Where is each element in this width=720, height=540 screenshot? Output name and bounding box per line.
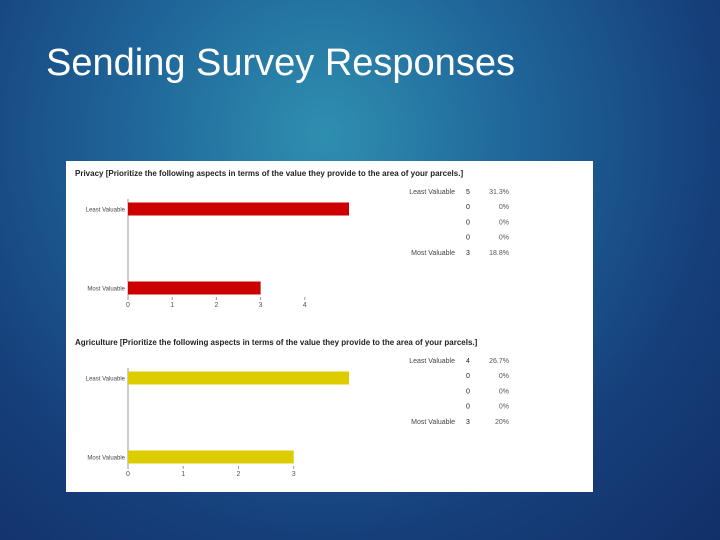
- table-count: 4: [466, 358, 470, 365]
- y-tick-label: Most Valuable: [87, 287, 125, 293]
- x-tick-label: 3: [259, 302, 263, 309]
- chart-panel: [66, 161, 593, 492]
- x-tick-label: 1: [181, 471, 185, 478]
- table-count: 0: [466, 235, 470, 242]
- table-label: Least Valuable: [409, 358, 455, 365]
- table-label: Most Valuable: [411, 419, 455, 426]
- chart-title: Privacy [Prioritize the following aspect…: [75, 169, 463, 178]
- table-label: Most Valuable: [411, 250, 455, 257]
- table-percent: 0%: [499, 204, 509, 211]
- table-count: 0: [466, 219, 470, 226]
- x-tick-label: 0: [126, 471, 130, 478]
- bar: [128, 281, 261, 295]
- table-percent: 0%: [499, 388, 509, 395]
- table-percent: 0%: [499, 404, 509, 411]
- table-count: 3: [466, 250, 470, 257]
- table-count: 0: [466, 373, 470, 380]
- table-percent: 20%: [495, 419, 509, 426]
- bar: [128, 450, 294, 464]
- x-tick-label: 1: [170, 302, 174, 309]
- table-percent: 0%: [499, 235, 509, 242]
- table-percent: 31.3%: [489, 189, 509, 196]
- bar: [128, 202, 349, 216]
- table-percent: 0%: [499, 219, 509, 226]
- x-tick-label: 2: [214, 302, 218, 309]
- table-count: 0: [466, 388, 470, 395]
- x-tick-label: 0: [126, 302, 130, 309]
- table-percent: 18.8%: [489, 250, 509, 257]
- table-count: 3: [466, 419, 470, 426]
- table-count: 0: [466, 404, 470, 411]
- table-percent: 26.7%: [489, 358, 509, 365]
- table-count: 0: [466, 204, 470, 211]
- bar: [128, 371, 349, 385]
- x-tick-label: 2: [237, 471, 241, 478]
- table-count: 5: [466, 189, 470, 196]
- y-tick-label: Least Valuable: [86, 377, 126, 383]
- table-percent: 0%: [499, 373, 509, 380]
- table-label: Least Valuable: [409, 189, 455, 196]
- x-tick-label: 4: [303, 302, 307, 309]
- x-tick-label: 3: [292, 471, 296, 478]
- y-tick-label: Most Valuable: [87, 456, 125, 462]
- y-tick-label: Least Valuable: [86, 208, 126, 214]
- chart-title: Agriculture [Prioritize the following as…: [75, 338, 478, 347]
- slide-title: Sending Survey Responses: [46, 42, 515, 84]
